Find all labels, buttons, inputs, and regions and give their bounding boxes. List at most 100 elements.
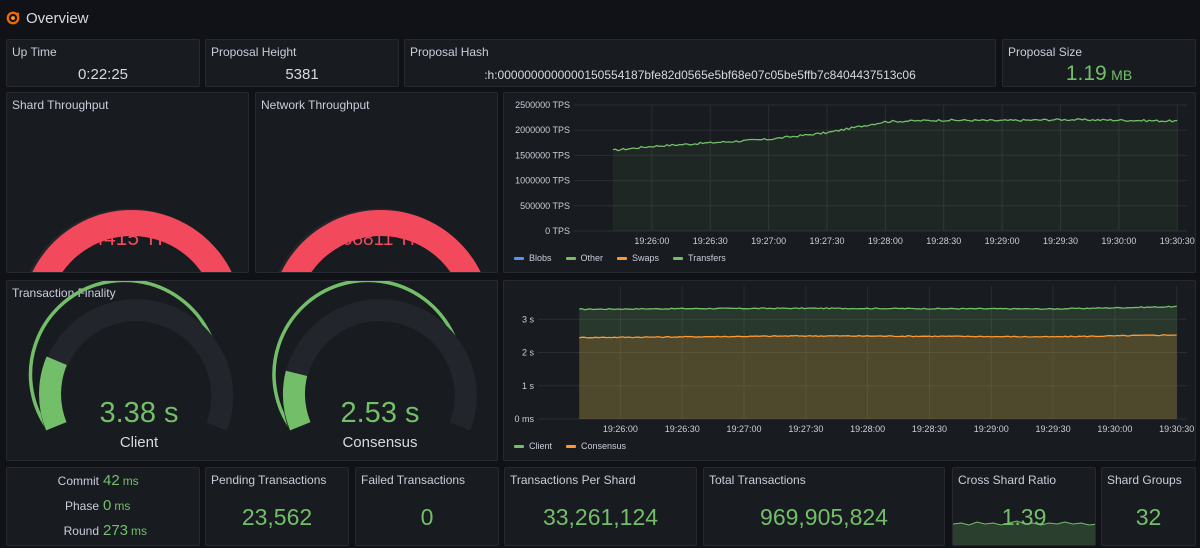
panel-title: Network Throughput [261,98,370,112]
series-line-transfers [612,118,1178,152]
proposal-hash-value: :h:0000000000000150554187bfe82d0565e5bf6… [484,68,916,82]
x-tick-label: 19:29:00 [985,236,1020,246]
proposal-hash-panel[interactable]: Proposal Hash :h:0000000000000150554187b… [404,39,996,87]
y-tick-label: 1500000 TPS [515,150,570,160]
shard-throughput-gauge: 74415 TPS [29,208,232,272]
y-tick-label: 3 s [522,314,535,324]
consensus-finality-value: 2.53 s [341,397,420,429]
commit-unit: ms [122,474,139,488]
uptime-panel[interactable]: Up Time 0:22:25 [6,39,200,87]
finality-timeseries-panel[interactable]: 0 ms 1 s 2 s 3 s 19:26:00 19:26:30 19:27:00 19:… [503,280,1196,461]
x-tick-label: 19:30:30 [1159,424,1194,434]
tps-timeseries-chart[interactable]: 0 TPS 500000 TPS 1000000 TPS 1500000 TPS 200… [504,93,1196,273]
consensus-gauge: 2.53 s Consensus [272,281,477,451]
sparkline-line [953,520,1095,526]
transaction-finality-panel[interactable]: Transaction Finality 3.38 s Client 2.53 … [6,280,498,461]
legend-swatch [565,256,576,260]
legend-label: Other [580,253,604,263]
pending-transactions-value: 23,562 [241,504,313,530]
y-tick-label: 0 TPS [545,226,570,236]
x-tick-label: 19:27:00 [751,236,786,246]
proposal-height-panel[interactable]: Proposal Height 5381 [205,39,399,87]
panel-title: Pending Transactions [211,473,327,487]
legend-item-blobs[interactable]: Blobs [514,253,552,263]
panel-title: Total Transactions [709,473,806,487]
round-row: Round 273 ms [7,522,199,545]
legend-item-swaps[interactable]: Swaps [617,253,659,263]
network-throughput-value: 2168811 TPS [321,229,435,250]
x-tick-label: 19:27:30 [788,424,823,434]
phase-unit: ms [114,499,131,513]
x-tick-label: 19:29:00 [974,424,1009,434]
legend-label: Client [529,441,553,451]
legend-label: Blobs [529,253,552,263]
transactions-per-shard-panel[interactable]: Transactions Per Shard 33,261,124 [504,467,697,546]
commit-value: 42 [103,472,120,489]
grafana-logo-icon[interactable] [6,11,20,25]
client-gauge: 3.38 s Client [28,281,234,451]
cross-shard-ratio-panel[interactable]: Cross Shard Ratio 1.39 [952,467,1096,546]
x-tick-label: 19:30:00 [1101,236,1136,246]
y-tick-label: 2500000 TPS [515,100,570,110]
consensus-metrics-panel[interactable]: Commit 42 ms Phase 0 ms Round 273 ms [6,467,200,546]
legend-label: Consensus [581,441,627,451]
gauge-fill [281,210,481,272]
failed-transactions-panel[interactable]: Failed Transactions 0 [355,467,499,546]
legend-item-client[interactable]: Client [514,441,552,451]
finality-timeseries-chart[interactable]: 0 ms 1 s 2 s 3 s 19:26:00 19:26:30 19:27:00 19:… [504,281,1196,461]
y-tick-label: 1000000 TPS [515,176,570,186]
legend-item-other[interactable]: Other [565,253,604,263]
y-tick-label: 2000000 TPS [515,125,570,135]
x-tick-label: 19:30:00 [1097,424,1132,434]
tps-legend: Blobs Other Swaps Transfers [514,253,726,263]
shard-groups-value: 32 [1135,504,1162,530]
threshold-green [272,281,464,431]
client-finality-value: 3.38 s [100,397,179,429]
network-throughput-gauge: 2168811 TPS [278,208,481,272]
legend-swatch [514,444,524,448]
series-area-client [579,306,1177,419]
panel-title: Up Time [12,45,57,59]
total-transactions-panel[interactable]: Total Transactions 969,905,824 [703,467,945,546]
shard-groups-panel[interactable]: Shard Groups 32 [1101,467,1196,546]
y-tick-label: 1 s [522,381,535,391]
shard-throughput-panel[interactable]: Shard Throughput 74415 TPS [6,92,249,273]
panel-title: Shard Throughput [12,98,109,112]
tps-timeseries-panel[interactable]: 0 TPS 500000 TPS 1000000 TPS 1500000 TPS 200… [503,92,1196,273]
finality-gauges: 3.38 s Client 2.53 s Consensus [28,281,477,451]
y-tick-label: 0 ms [514,414,534,424]
x-tick-label: 19:29:30 [1036,424,1071,434]
gauge-fill [39,356,67,431]
panel-title: Failed Transactions [361,473,466,487]
total-transactions-value: 969,905,824 [760,504,888,530]
x-tick-label: 19:26:00 [603,424,638,434]
cross-shard-sparkline [953,520,1095,545]
network-throughput-panel[interactable]: Network Throughput 2168811 TPS [255,92,498,273]
y-tick-label: 2 s [522,348,535,358]
consensus-finality-label: Consensus [342,434,417,451]
phase-label: Phase [64,499,99,513]
legend-item-transfers[interactable]: Transfers [673,253,726,263]
finality-legend: Client Consensus [514,441,626,451]
pending-transactions-panel[interactable]: Pending Transactions 23,562 [205,467,349,546]
legend-swatch [514,256,524,260]
dashboard-title[interactable]: Overview [26,9,89,27]
panel-title: Cross Shard Ratio [958,473,1057,487]
x-tick-label: 19:28:30 [912,424,947,434]
proposal-size-panel[interactable]: Proposal Size 1.19 MB [1002,39,1196,87]
x-tick-label: 19:27:00 [727,424,762,434]
legend-item-consensus[interactable]: Consensus [566,441,626,451]
gauge-fill [283,370,311,431]
x-tick-label: 19:29:30 [1043,236,1078,246]
commit-row: Commit 42 ms [7,472,199,496]
legend-swatch [673,256,684,260]
cross-shard-ratio-value: 1.39 [1001,504,1047,530]
x-tick-label: 19:30:30 [1160,236,1195,246]
failed-transactions-value: 0 [420,504,434,530]
series-line-client [579,305,1177,311]
gauge-fill [32,210,232,272]
client-finality-label: Client [120,434,159,451]
x-tick-label: 19:26:30 [693,236,728,246]
x-tick-label: 19:28:00 [850,424,885,434]
round-value: 273 [103,522,129,539]
